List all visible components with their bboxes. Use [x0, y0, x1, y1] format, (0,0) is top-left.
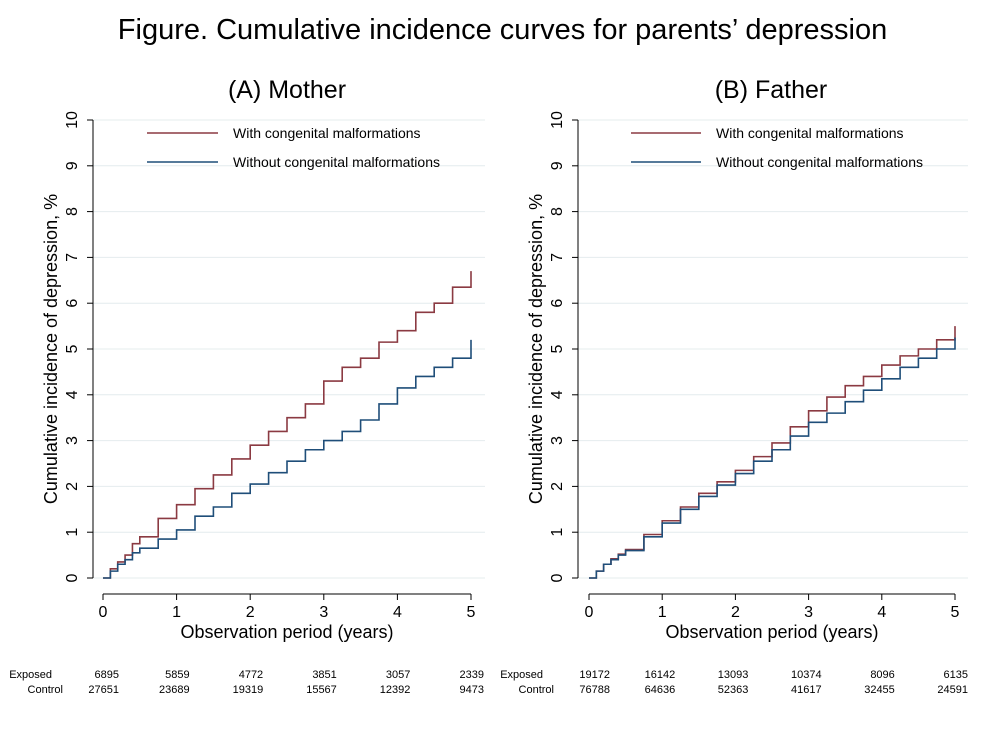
y-tick-label: 4 [549, 390, 566, 399]
risk-value: 24591 [937, 684, 968, 696]
y-tick-label: 3 [549, 436, 566, 445]
risk-value: 6895 [95, 669, 119, 681]
x-tick-label: 1 [658, 604, 667, 621]
y-axis-label: Cumulative incidence of depression, % [526, 194, 546, 504]
risk-value: 13093 [718, 669, 749, 681]
x-tick-label: 0 [585, 604, 594, 621]
risk-row-label: Exposed [500, 669, 543, 681]
y-tick-label: 5 [64, 344, 81, 353]
y-axis-label: Cumulative incidence of depression, % [41, 194, 61, 504]
risk-value: 32455 [864, 684, 895, 696]
y-tick-label: 2 [64, 482, 81, 491]
y-tick-label: 8 [549, 207, 566, 216]
risk-value: 8096 [870, 669, 894, 681]
y-tick-label: 10 [549, 111, 566, 129]
y-tick-label: 2 [549, 482, 566, 491]
y-tick-label: 0 [64, 573, 81, 582]
y-tick-label: 4 [64, 390, 81, 399]
x-tick-label: 0 [99, 604, 108, 621]
risk-value: 15567 [306, 684, 337, 696]
series-line [589, 337, 956, 579]
x-tick-label: 2 [246, 604, 255, 621]
legend-label: Without congenital malformations [233, 154, 440, 170]
x-tick-label: 4 [877, 604, 886, 621]
legend-label: Without congenital malformations [716, 154, 923, 170]
y-tick-label: 6 [64, 299, 81, 308]
risk-row-label: Exposed [9, 669, 52, 681]
risk-value: 3851 [312, 669, 336, 681]
risk-value: 6135 [944, 669, 968, 681]
legend-label: With congenital malformations [233, 125, 421, 141]
legend-label: With congenital malformations [716, 125, 904, 141]
risk-value: 3057 [386, 669, 410, 681]
risk-row-label: Control [28, 684, 63, 696]
risk-value: 4772 [239, 669, 263, 681]
risk-value: 16142 [645, 669, 676, 681]
risk-value: 64636 [645, 684, 676, 696]
risk-value: 10374 [791, 669, 822, 681]
risk-row-label: Control [519, 684, 554, 696]
risk-value: 76788 [579, 684, 610, 696]
y-tick-label: 9 [549, 161, 566, 170]
y-tick-label: 5 [549, 344, 566, 353]
x-tick-label: 3 [804, 604, 813, 621]
x-tick-label: 1 [172, 604, 181, 621]
x-tick-label: 2 [731, 604, 740, 621]
y-tick-label: 0 [549, 573, 566, 582]
x-tick-label: 4 [393, 604, 402, 621]
y-tick-label: 7 [549, 253, 566, 262]
y-tick-label: 6 [549, 299, 566, 308]
risk-value: 12392 [380, 684, 411, 696]
y-tick-label: 10 [64, 111, 81, 129]
x-axis-label: Observation period (years) [180, 622, 393, 642]
x-tick-label: 5 [467, 604, 476, 621]
y-tick-label: 9 [64, 161, 81, 170]
y-tick-label: 7 [64, 253, 81, 262]
risk-value: 27651 [88, 684, 119, 696]
x-tick-label: 5 [951, 604, 960, 621]
y-tick-label: 3 [64, 436, 81, 445]
series-line [103, 339, 472, 579]
series-line [103, 271, 472, 579]
panel-title: (A) Mother [228, 76, 346, 104]
risk-value: 2339 [460, 669, 484, 681]
figure-title: Figure. Cumulative incidence curves for … [117, 14, 888, 46]
y-tick-label: 1 [64, 528, 81, 537]
risk-value: 23689 [159, 684, 190, 696]
risk-value: 52363 [718, 684, 749, 696]
risk-value: 19172 [579, 669, 610, 681]
y-tick-label: 8 [64, 207, 81, 216]
y-tick-label: 1 [549, 528, 566, 537]
risk-value: 5859 [165, 669, 189, 681]
risk-value: 19319 [233, 684, 264, 696]
risk-value: 41617 [791, 684, 822, 696]
x-axis-label: Observation period (years) [665, 622, 878, 642]
panel-title: (B) Father [715, 76, 828, 104]
x-tick-label: 3 [319, 604, 328, 621]
risk-value: 9473 [460, 684, 484, 696]
